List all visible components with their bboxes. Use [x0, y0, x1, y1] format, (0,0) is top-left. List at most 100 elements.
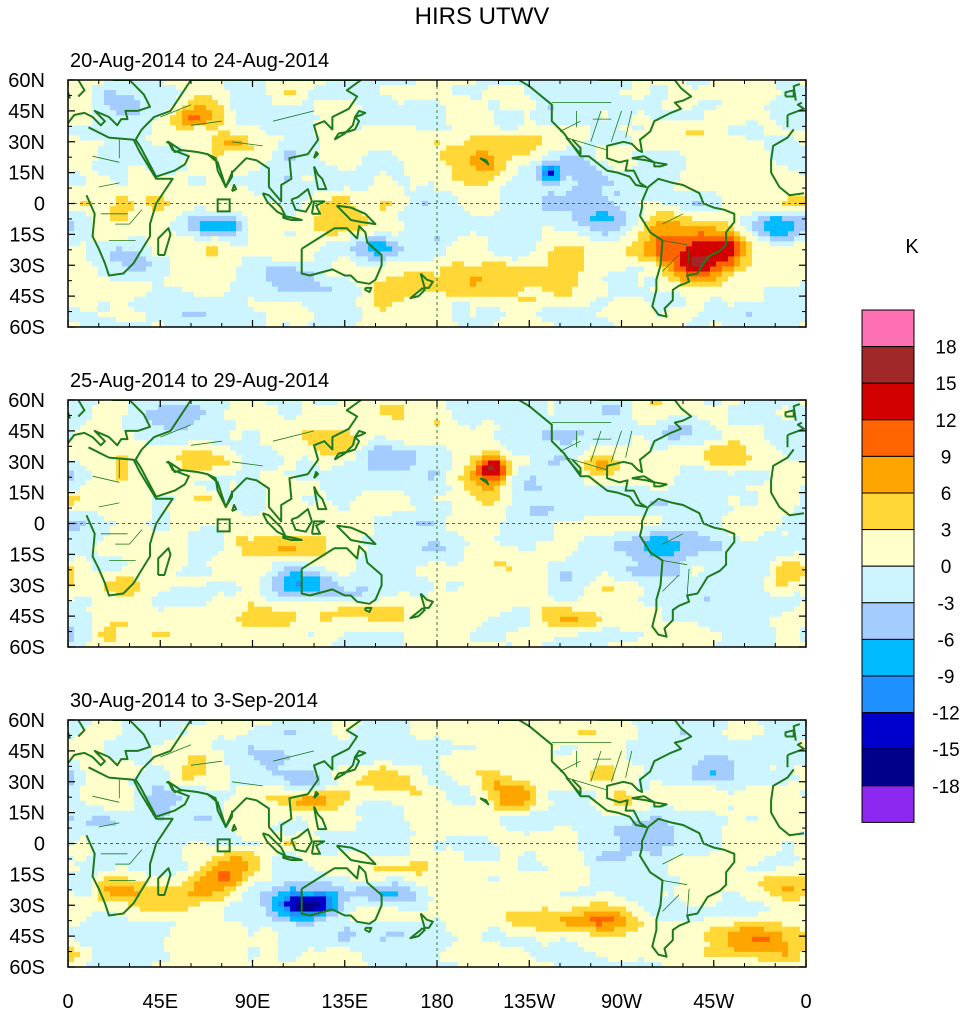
- heatmap-cell: [746, 175, 753, 182]
- heatmap-cell: [674, 140, 681, 147]
- heatmap-cell: [608, 216, 615, 222]
- heatmap-cell: [446, 261, 453, 268]
- heatmap-cell: [680, 115, 687, 121]
- heatmap-cell: [686, 135, 693, 142]
- heatmap-cell: [362, 271, 369, 278]
- heatmap-cell: [632, 216, 639, 222]
- heatmap-cell: [644, 251, 651, 258]
- heatmap-cell: [86, 155, 93, 162]
- heatmap-cell: [686, 125, 693, 132]
- heatmap-cell: [416, 256, 423, 263]
- heatmap-cell: [506, 200, 513, 207]
- heatmap-cell: [74, 160, 81, 167]
- heatmap-cell: [428, 266, 435, 273]
- heatmap-cell: [296, 195, 303, 202]
- heatmap-cell: [86, 110, 93, 116]
- heatmap-cell: [188, 226, 195, 232]
- heatmap-cell: [242, 90, 249, 96]
- heatmap-cell: [572, 251, 579, 258]
- heatmap-cell: [548, 150, 555, 157]
- heatmap-cell: [596, 261, 603, 268]
- heatmap-cell: [380, 185, 387, 192]
- heatmap-cell: [458, 271, 465, 278]
- heatmap-cell: [614, 271, 621, 278]
- heatmap-cell: [548, 170, 555, 177]
- heatmap-cell: [554, 271, 561, 278]
- heatmap-cell: [632, 266, 639, 273]
- heatmap-cell: [536, 226, 543, 232]
- heatmap-cell: [758, 130, 765, 137]
- heatmap-cell: [776, 206, 783, 212]
- heatmap-cell: [68, 175, 75, 182]
- heatmap-cell: [140, 256, 147, 263]
- heatmap-cell: [524, 95, 531, 101]
- heatmap-cell: [764, 200, 771, 207]
- heatmap-cell: [512, 281, 519, 288]
- heatmap-cell: [764, 185, 771, 192]
- heatmap-cell: [482, 276, 489, 283]
- heatmap-cell: [104, 185, 111, 192]
- heatmap-cell: [632, 195, 639, 202]
- heatmap-cell: [602, 211, 609, 217]
- heatmap-cell: [296, 145, 303, 152]
- heatmap-cell: [98, 246, 105, 252]
- heatmap-cell: [302, 185, 309, 192]
- heatmap-cell: [230, 160, 237, 167]
- heatmap-cell: [68, 276, 75, 283]
- heatmap-cell: [578, 105, 585, 111]
- heatmap-cell: [404, 200, 411, 207]
- heatmap-cell: [392, 281, 399, 288]
- heatmap-cell: [134, 261, 141, 268]
- heatmap-cell: [428, 120, 435, 126]
- heatmap-cell: [362, 130, 369, 137]
- heatmap-cell: [410, 246, 417, 252]
- heatmap-cell: [686, 110, 693, 116]
- heatmap-cell: [542, 256, 549, 263]
- heatmap-cell: [242, 165, 249, 172]
- heatmap-cell: [524, 90, 531, 96]
- heatmap-cell: [368, 100, 375, 106]
- heatmap-cell: [590, 211, 597, 217]
- heatmap-cell: [230, 266, 237, 273]
- heatmap-cell: [404, 135, 411, 142]
- heatmap-cell: [68, 180, 75, 187]
- heatmap-cell: [410, 160, 417, 167]
- heatmap-cell: [80, 125, 87, 132]
- heatmap-cell: [710, 226, 717, 232]
- heatmap-cell: [68, 241, 75, 247]
- heatmap-cell: [140, 140, 147, 147]
- heatmap-cell: [572, 170, 579, 177]
- heatmap-cell: [614, 251, 621, 258]
- heatmap-cell: [110, 221, 117, 227]
- heatmap-cell: [650, 261, 657, 268]
- heatmap-cell: [698, 271, 705, 278]
- heatmap-cell: [428, 160, 435, 167]
- heatmap-cell: [770, 135, 777, 142]
- heatmap-cell: [404, 261, 411, 268]
- heatmap-cell: [86, 216, 93, 222]
- heatmap-cell: [800, 145, 806, 152]
- heatmap-cell: [764, 140, 771, 147]
- heatmap-cell: [338, 100, 345, 106]
- heatmap-cell: [470, 110, 477, 116]
- heatmap-cell: [782, 195, 789, 202]
- heatmap-cell: [752, 200, 759, 207]
- heatmap-cell: [554, 105, 561, 111]
- heatmap-cell: [356, 185, 363, 192]
- heatmap-cell: [374, 276, 381, 283]
- heatmap-cell: [194, 160, 201, 167]
- heatmap-cell: [452, 125, 459, 132]
- heatmap-cell: [104, 85, 111, 91]
- heatmap-cell: [428, 216, 435, 222]
- heatmap-cell: [548, 241, 555, 247]
- heatmap-cell: [236, 80, 243, 86]
- heatmap-cell: [692, 90, 699, 96]
- heatmap-cell: [638, 236, 645, 242]
- heatmap-cell: [362, 190, 369, 197]
- heatmap-cell: [284, 251, 291, 258]
- heatmap-cell: [650, 145, 657, 152]
- heatmap-cell: [344, 110, 351, 116]
- heatmap-cell: [380, 226, 387, 232]
- heatmap-cell: [458, 120, 465, 126]
- heatmap-cell: [230, 105, 237, 111]
